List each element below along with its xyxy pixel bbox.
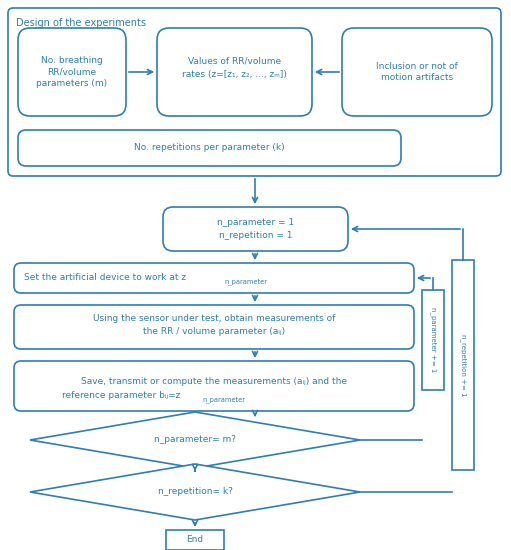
Polygon shape (30, 464, 360, 520)
Text: Using the sensor under test, obtain measurements of
the RR / volume parameter (a: Using the sensor under test, obtain meas… (93, 314, 335, 336)
Text: End: End (187, 536, 203, 544)
Text: n_repetition += 1: n_repetition += 1 (459, 334, 467, 397)
Text: n_parameter += 1: n_parameter += 1 (430, 307, 436, 373)
Text: No. repetitions per parameter (k): No. repetitions per parameter (k) (134, 144, 285, 152)
FancyBboxPatch shape (163, 207, 348, 251)
FancyBboxPatch shape (18, 130, 401, 166)
Bar (166, 530, 224, 550)
Text: Design of the experiments: Design of the experiments (16, 18, 146, 28)
Text: Set the artificial device to work at z: Set the artificial device to work at z (24, 273, 186, 283)
FancyBboxPatch shape (8, 8, 501, 176)
Text: Values of RR/volume
rates (z=[z₁, z₂, ..., zₘ]): Values of RR/volume rates (z=[z₁, z₂, ..… (182, 57, 287, 79)
Bar (452, 260, 474, 470)
Text: n_parameter: n_parameter (202, 397, 245, 403)
Text: n_parameter= m?: n_parameter= m? (154, 436, 236, 444)
Text: No. breathing
RR/volume
parameters (m): No. breathing RR/volume parameters (m) (36, 56, 107, 89)
Text: n_repetition= k?: n_repetition= k? (157, 487, 233, 497)
FancyBboxPatch shape (342, 28, 492, 116)
FancyBboxPatch shape (14, 361, 414, 411)
FancyBboxPatch shape (14, 305, 414, 349)
Bar (422, 290, 444, 390)
Text: n_parameter = 1
n_repetition = 1: n_parameter = 1 n_repetition = 1 (217, 218, 294, 240)
FancyBboxPatch shape (157, 28, 312, 116)
Polygon shape (30, 412, 360, 468)
Text: Inclusion or not of
motion artifacts: Inclusion or not of motion artifacts (376, 62, 458, 82)
Text: Save, transmit or compute the measurements (aᵢⱼ) and the: Save, transmit or compute the measuremen… (81, 377, 347, 386)
FancyBboxPatch shape (18, 28, 126, 116)
Text: n_parameter: n_parameter (224, 279, 267, 285)
Text: reference parameter bᵢⱼ=z: reference parameter bᵢⱼ=z (62, 392, 180, 400)
FancyBboxPatch shape (14, 263, 414, 293)
